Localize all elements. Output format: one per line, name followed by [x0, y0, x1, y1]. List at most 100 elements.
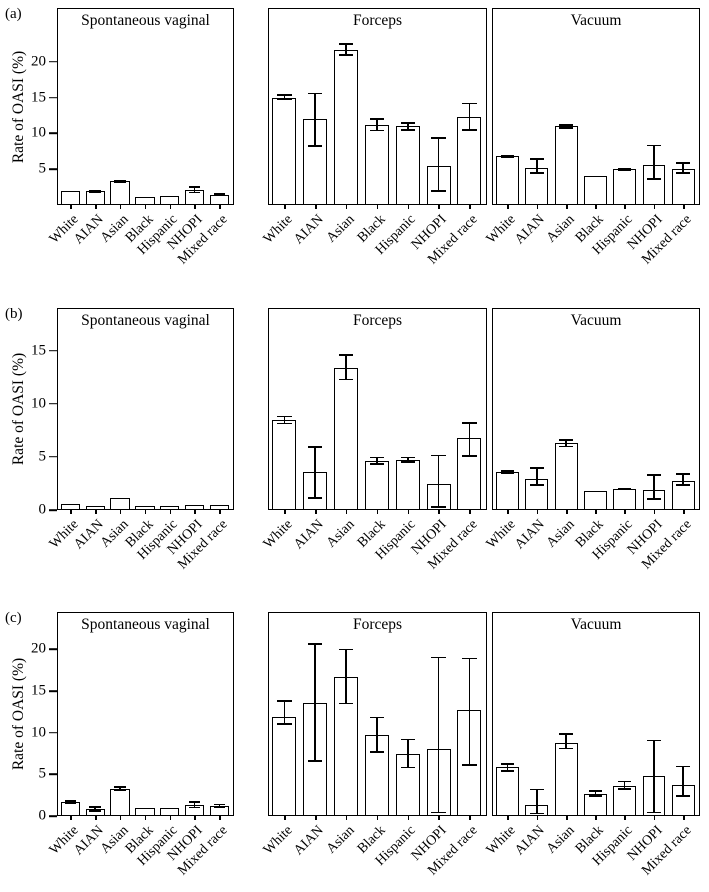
error-bar-cap-top — [308, 446, 323, 448]
x-tick-mark — [345, 510, 348, 514]
error-bar — [437, 454, 440, 508]
error-bar-cap-top — [647, 474, 661, 477]
error-bar-cap-top — [369, 716, 385, 719]
panel-title: Vacuum — [570, 616, 622, 633]
x-tick-mark — [653, 816, 656, 820]
y-tick-label: 10 — [31, 395, 46, 412]
error-bar-cap-bottom — [369, 463, 385, 466]
x-tick-mark — [565, 816, 568, 820]
y-tick-label: 10 — [31, 724, 46, 741]
error-bar-cap-top — [114, 180, 126, 182]
x-tick-mark — [682, 816, 685, 820]
error-bar-cap-top — [277, 700, 292, 702]
y-tick-label: 5 — [38, 765, 47, 782]
panel: Spontaneous vaginal — [57, 308, 234, 510]
error-bar — [536, 467, 538, 486]
error-bar-cap-top — [308, 642, 323, 645]
error-bar-cap-top — [431, 137, 446, 139]
error-bar-cap-bottom — [369, 129, 385, 132]
error-bar — [345, 43, 347, 57]
bar — [457, 116, 482, 204]
error-bar-cap-top — [338, 43, 354, 45]
error-bar — [437, 656, 440, 814]
error-bar-cap-top — [369, 118, 385, 120]
error-bar — [283, 94, 286, 101]
error-bar-cap-bottom — [530, 172, 544, 174]
error-bar-cap-top — [559, 733, 573, 735]
x-tick-mark — [144, 205, 147, 209]
error-bar-cap-top — [500, 154, 515, 157]
x-tick-mark — [284, 510, 286, 514]
panel: Vacuum — [492, 308, 700, 510]
x-tick-mark — [119, 816, 122, 820]
x-tick-mark — [194, 510, 196, 514]
error-bar-cap-bottom — [647, 811, 661, 814]
error-bar — [506, 763, 509, 772]
error-bar-cap-top — [213, 193, 226, 196]
panel-title: Forceps — [352, 312, 403, 329]
y-tick-mark — [49, 402, 57, 405]
error-bar-cap-top — [338, 354, 354, 356]
bar — [613, 786, 637, 815]
bar — [496, 767, 520, 815]
error-bar-cap-bottom — [647, 498, 661, 500]
y-tick-mark — [49, 132, 57, 135]
error-bar — [376, 118, 378, 132]
error-bar-cap-top — [308, 92, 323, 95]
y-tick-label: 0 — [38, 501, 47, 518]
bar — [110, 497, 130, 509]
x-tick-mark — [119, 205, 122, 209]
error-bar-cap-top — [530, 467, 544, 469]
error-bar-cap-top — [462, 657, 477, 660]
error-bar — [314, 92, 317, 147]
error-bar-cap-bottom — [431, 506, 446, 508]
x-tick-mark — [70, 816, 72, 820]
panel-title: Forceps — [352, 12, 403, 29]
error-bar-cap-bottom — [188, 191, 201, 194]
error-bar-cap-bottom — [400, 766, 415, 769]
bar — [583, 175, 607, 204]
row-label: (b) — [5, 306, 23, 322]
y-tick-mark — [49, 60, 57, 63]
error-bar — [682, 162, 684, 174]
error-bar-cap-top — [64, 800, 77, 802]
error-bar-cap-top — [500, 763, 515, 765]
y-tick-label: 0 — [38, 807, 47, 824]
bar — [583, 491, 607, 509]
error-bar — [536, 158, 538, 174]
x-tick-mark — [469, 205, 471, 209]
error-bar-cap-top — [277, 415, 292, 418]
error-bar — [345, 648, 347, 705]
x-tick-mark — [315, 816, 317, 820]
error-bar-cap-bottom — [462, 764, 477, 766]
bar — [554, 126, 578, 204]
error-bar-cap-bottom — [338, 702, 354, 705]
x-tick-mark — [345, 816, 348, 820]
error-bar — [119, 786, 121, 792]
x-tick-mark — [469, 816, 471, 820]
error-bar-cap-bottom — [277, 723, 292, 725]
error-bar-cap-top — [213, 803, 226, 806]
error-bar-cap-bottom — [163, 807, 176, 810]
x-tick-mark — [144, 510, 147, 514]
error-bar-cap-bottom — [188, 806, 201, 809]
error-bar-cap-bottom — [617, 169, 632, 171]
error-bar-cap-bottom — [338, 378, 354, 381]
panel: Spontaneous vaginal — [57, 8, 234, 205]
row-label: (a) — [5, 6, 22, 22]
error-bar-cap-bottom — [308, 145, 323, 147]
panel: Forceps — [268, 612, 487, 816]
y-tick-mark — [49, 456, 57, 458]
x-tick-mark — [169, 816, 172, 820]
x-tick-mark — [507, 816, 510, 820]
error-bar-cap-top — [369, 456, 385, 459]
panel: Vacuum — [492, 8, 700, 205]
x-tick-mark — [169, 205, 172, 209]
error-bar-cap-bottom — [308, 760, 323, 762]
x-tick-mark — [70, 205, 72, 209]
x-tick-mark — [536, 510, 539, 514]
y-tick-mark — [49, 96, 57, 99]
panel-title: Spontaneous vaginal — [81, 312, 210, 329]
error-bar — [468, 422, 471, 457]
error-bar-cap-top — [400, 456, 415, 459]
